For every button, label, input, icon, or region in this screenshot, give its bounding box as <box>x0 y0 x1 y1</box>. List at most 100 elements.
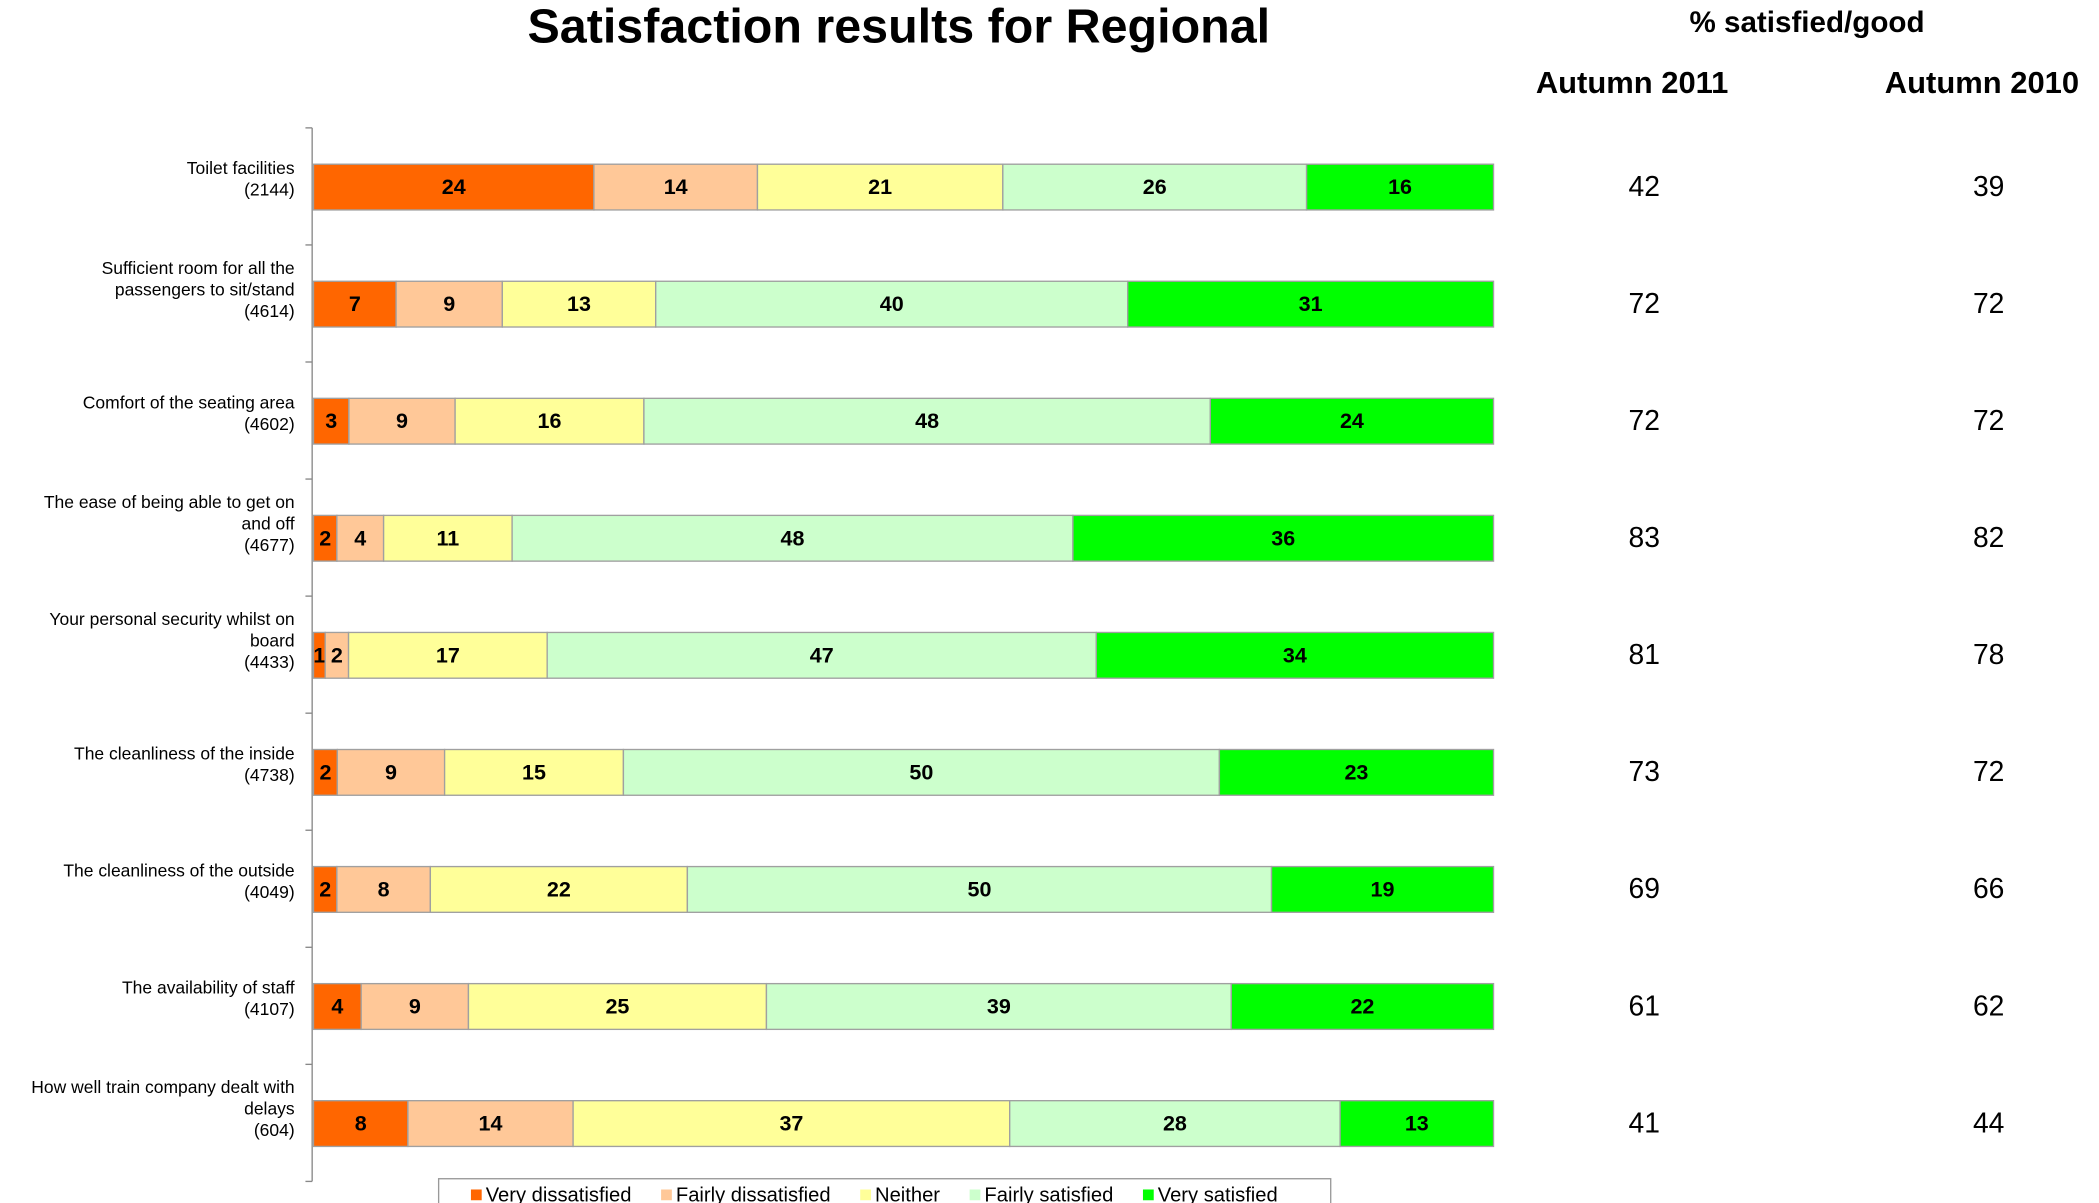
bar-segment <box>622 748 1221 796</box>
bar-segment <box>382 514 513 562</box>
data-label: 9 <box>443 292 455 316</box>
bar-segment <box>395 280 503 328</box>
bar-segment <box>1230 982 1495 1031</box>
data-label: 28 <box>1163 1112 1187 1136</box>
category-label: (4049) <box>244 882 295 902</box>
bar-segment <box>407 1100 574 1148</box>
category-label: The availability of staff <box>122 978 295 998</box>
data-label: 37 <box>779 1112 803 1136</box>
data-label: 2 <box>319 526 331 550</box>
category-label: (2144) <box>244 180 295 200</box>
data-label: 22 <box>547 877 571 901</box>
data-label: 3 <box>325 409 337 433</box>
bar-segment <box>1002 163 1308 211</box>
bar-segment <box>756 163 1004 211</box>
table-cell: 83 <box>1628 521 1659 553</box>
bar-segment <box>348 397 456 445</box>
data-label: 19 <box>1371 877 1395 901</box>
data-label: 13 <box>567 292 591 316</box>
table-cell: 69 <box>1628 872 1659 904</box>
data-label: 24 <box>442 175 466 199</box>
data-label: 26 <box>1143 175 1167 199</box>
legend-marker <box>470 1189 482 1201</box>
table-cell: 61 <box>1628 989 1659 1021</box>
data-label: 24 <box>1340 409 1364 433</box>
table-cell: 42 <box>1628 170 1659 202</box>
column-header: Autumn 2010 <box>1885 65 2079 100</box>
category-label: Comfort of the seating area <box>83 392 295 412</box>
table-title: % satisfied/good <box>1689 6 1924 39</box>
category-label: (4433) <box>244 652 295 672</box>
table-cell: 82 <box>1973 521 2004 553</box>
category-label: passengers to sit/stand <box>115 279 295 299</box>
bar-segment <box>765 982 1232 1031</box>
legend-marker <box>1142 1189 1154 1201</box>
data-label: 14 <box>479 1112 503 1136</box>
bar-segment <box>312 163 595 211</box>
category-label: (4107) <box>244 999 295 1019</box>
bar-segment <box>360 982 470 1031</box>
data-label: 21 <box>868 175 892 199</box>
data-label: 8 <box>355 1112 367 1136</box>
data-label: 11 <box>436 526 459 550</box>
category-label: (4738) <box>244 765 295 785</box>
table-cell: 41 <box>1628 1106 1659 1138</box>
data-label: 7 <box>349 292 361 316</box>
bar-segment <box>1270 865 1495 913</box>
data-label: 39 <box>987 995 1011 1019</box>
legend-label: Fairly dissatisfied <box>676 1185 831 1203</box>
data-label: 16 <box>1388 175 1412 199</box>
data-label: 4 <box>331 995 343 1019</box>
bar-segment <box>312 982 362 1031</box>
table-cell: 62 <box>1973 989 2004 1021</box>
category-label: delays <box>244 1099 295 1119</box>
chart-title: Satisfaction results for Regional <box>527 0 1270 53</box>
data-label: 2 <box>319 877 331 901</box>
category-label: (4614) <box>244 301 295 321</box>
data-label: 15 <box>522 760 546 784</box>
data-label: 13 <box>1405 1112 1429 1136</box>
data-label: 47 <box>810 643 834 667</box>
bar-segment <box>501 280 657 328</box>
bar-segment <box>1305 163 1495 211</box>
data-label: 40 <box>880 292 904 316</box>
data-label: 9 <box>385 760 397 784</box>
column-header: Autumn 2011 <box>1536 65 1729 100</box>
table-cell: 66 <box>1973 872 2004 904</box>
category-label: Sufficient room for all the <box>102 258 295 278</box>
data-label: 9 <box>409 995 421 1019</box>
category-label: The cleanliness of the inside <box>74 744 295 764</box>
category-label: (604) <box>254 1120 295 1140</box>
legend-marker <box>860 1189 871 1201</box>
legend-label: Fairly satisfied <box>984 1185 1113 1203</box>
data-label: 2 <box>319 760 331 784</box>
bar-segment <box>655 280 1129 328</box>
legend-label: Neither <box>875 1185 940 1203</box>
bar-segment <box>336 748 446 796</box>
bar-segment <box>312 397 350 445</box>
bar-segment <box>1339 1100 1495 1148</box>
bar-segment <box>454 397 645 445</box>
data-label: 4 <box>354 526 366 550</box>
data-label: 50 <box>909 760 933 784</box>
bar-segment <box>312 1100 409 1148</box>
data-label: 23 <box>1344 760 1368 784</box>
bar-segment <box>443 748 625 796</box>
table-cell: 78 <box>1973 638 2004 670</box>
bar-segment <box>1095 631 1495 679</box>
data-label: 22 <box>1350 995 1374 1019</box>
data-label: 8 <box>378 877 390 901</box>
legend-label: Very dissatisfied <box>486 1185 632 1203</box>
legend-marker <box>661 1189 672 1201</box>
table-cell: 73 <box>1628 755 1659 787</box>
data-label: 48 <box>781 526 805 550</box>
category-label: Toilet facilities <box>187 158 295 178</box>
bar-segment <box>1209 397 1495 445</box>
data-label: 34 <box>1283 643 1307 667</box>
table-cell: 72 <box>1973 287 2004 319</box>
bar-segment <box>312 280 397 328</box>
data-label: 16 <box>538 409 562 433</box>
data-label: 14 <box>664 175 688 199</box>
category-label: Your personal security whilst on <box>49 609 294 629</box>
bar-segment <box>511 514 1074 562</box>
